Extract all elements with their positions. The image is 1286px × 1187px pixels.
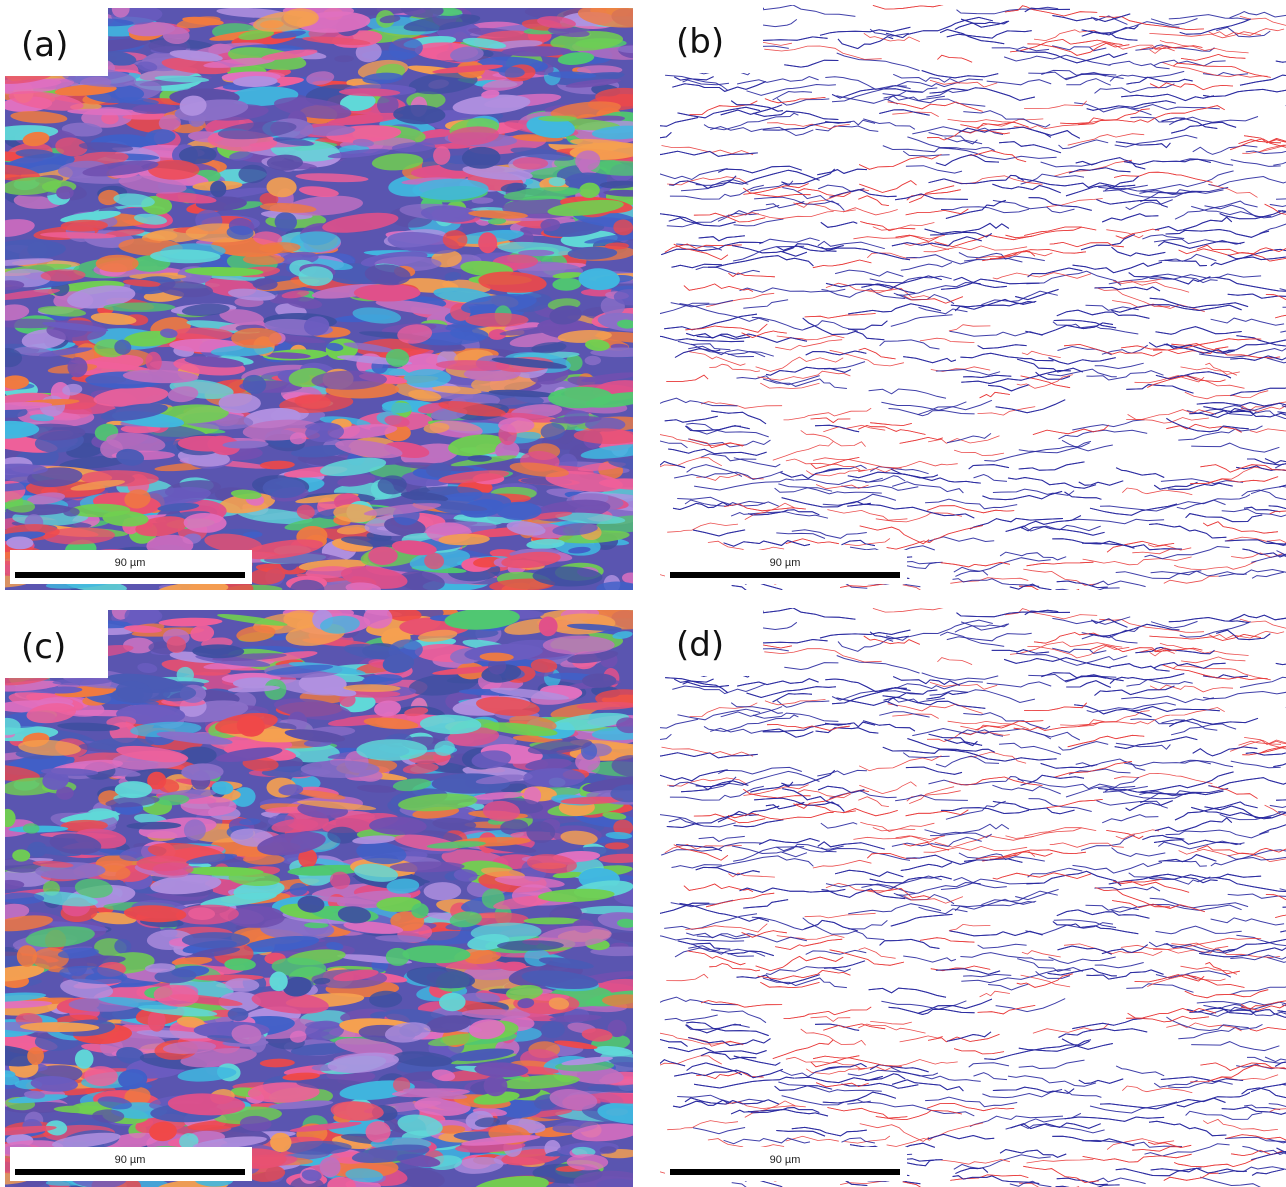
grain — [75, 1049, 94, 1069]
panel-label: (a) — [21, 25, 68, 65]
map-panel — [641, 2, 1286, 600]
panel-label: (b) — [676, 22, 724, 62]
scale-bar — [670, 1169, 900, 1175]
panel-label: (c) — [21, 627, 66, 667]
scale-bar-label: 90 µm — [770, 1154, 801, 1166]
grain — [354, 284, 421, 302]
grain — [411, 903, 429, 918]
scale-bar-label: 90 µm — [115, 557, 146, 569]
scale-bar — [15, 1169, 245, 1175]
map-panel — [0, 601, 667, 1187]
grain — [582, 673, 616, 688]
scale-bar-label: 90 µm — [115, 1154, 146, 1166]
grain — [115, 781, 152, 798]
grain — [585, 356, 601, 365]
panel-label: (d) — [676, 625, 724, 665]
scale-bar — [670, 572, 900, 578]
grain — [56, 186, 74, 199]
map-panel — [641, 605, 1286, 1187]
grain — [231, 328, 281, 349]
grain — [219, 393, 261, 413]
scale-bar-label: 90 µm — [770, 557, 801, 569]
grain — [263, 478, 306, 498]
grain — [484, 1075, 508, 1096]
scale-bar — [15, 572, 245, 578]
grain — [468, 455, 492, 462]
grain — [497, 502, 542, 521]
grain — [368, 547, 397, 565]
map-panel — [0, 0, 670, 601]
